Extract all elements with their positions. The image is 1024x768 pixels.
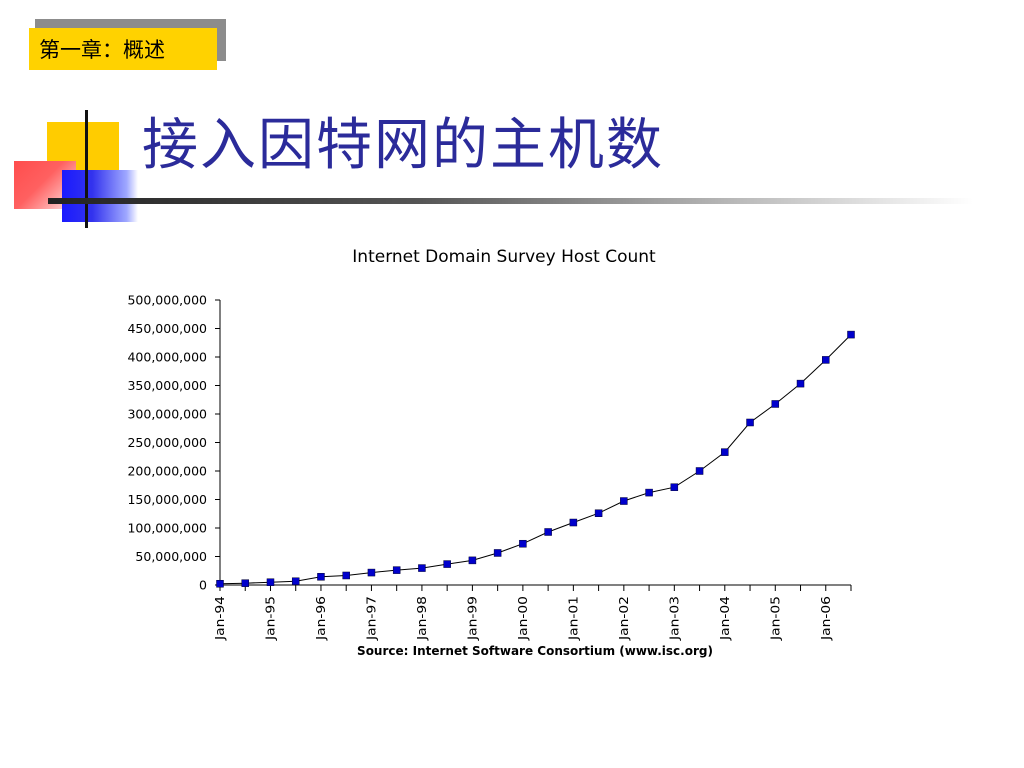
y-tick-label: 450,000,000 [127, 321, 207, 336]
data-point [342, 571, 350, 580]
x-tick-label: Jan-05 [768, 596, 782, 641]
data-point [418, 564, 426, 572]
x-axis: Jan-94 Jan-95 Jan-96 Jan-97 Jan-98 Jan-99 Jan-… [213, 584, 852, 641]
y-tick-label: 300,000,000 [127, 407, 207, 422]
data-point [241, 579, 249, 587]
y-tick-label: 400,000,000 [127, 350, 207, 365]
data-point [468, 556, 477, 565]
logo-vertical-line [85, 110, 88, 228]
title-underline [48, 198, 973, 204]
x-tick-label: Jan-02 [617, 596, 631, 641]
data-point [695, 467, 704, 475]
x-tick-label: Jan-00 [516, 596, 530, 641]
data-point [367, 568, 376, 577]
data-point [645, 488, 653, 497]
data-point [443, 560, 451, 568]
chart-title: Internet Domain Survey Host Count [352, 247, 656, 267]
data-point [266, 578, 275, 586]
x-tick-label: Jan-95 [263, 596, 277, 641]
y-tick-label: 150,000,000 [127, 492, 207, 507]
x-tick-label: Jan-01 [566, 596, 580, 641]
data-point [317, 573, 325, 581]
y-tick-label: 250,000,000 [127, 435, 207, 450]
data-point [620, 497, 628, 505]
data-point [847, 330, 855, 339]
data-point [392, 566, 401, 574]
data-point [544, 528, 552, 536]
data-point [594, 509, 603, 517]
data-point [670, 483, 679, 491]
logo-blue-block [62, 170, 138, 222]
data-point [771, 400, 780, 408]
data-point [746, 418, 754, 427]
x-tick-label: Jan-03 [667, 596, 681, 641]
y-tick-label: 200,000,000 [127, 464, 207, 479]
chart-source: Source: Internet Software Consortium (ww… [357, 644, 713, 658]
x-tick-label: Jan-06 [819, 596, 833, 641]
series-line [219, 334, 852, 585]
data-point [493, 549, 502, 557]
data-point [796, 379, 805, 388]
data-point [519, 539, 527, 548]
x-tick-label: Jan-96 [314, 596, 328, 641]
x-tick-label: Jan-99 [465, 596, 479, 641]
y-tick-label: 500,000,000 [127, 293, 207, 308]
data-point [291, 577, 300, 585]
y-tick-label: 100,000,000 [127, 521, 207, 536]
data-point [721, 448, 729, 456]
y-tick-label: 50,000,000 [135, 549, 207, 564]
x-tick-label: Jan-98 [415, 596, 429, 641]
data-point [822, 356, 830, 364]
slide-title: 接入因特网的主机数 [142, 113, 664, 178]
chapter-tag: 第一章：概述 [29, 28, 217, 70]
series-markers [216, 330, 855, 588]
y-axis: 0 50,000,000 100,000,000 150,000,000 200,000… [127, 293, 221, 593]
x-tick-label: Jan-97 [364, 596, 378, 641]
x-tick-label: Jan-04 [718, 596, 732, 641]
x-tick-label: Jan-94 [213, 596, 227, 641]
y-tick-label: 350,000,000 [127, 378, 207, 393]
data-point [216, 579, 224, 588]
data-point [569, 518, 578, 527]
y-tick-label: 0 [199, 578, 207, 593]
